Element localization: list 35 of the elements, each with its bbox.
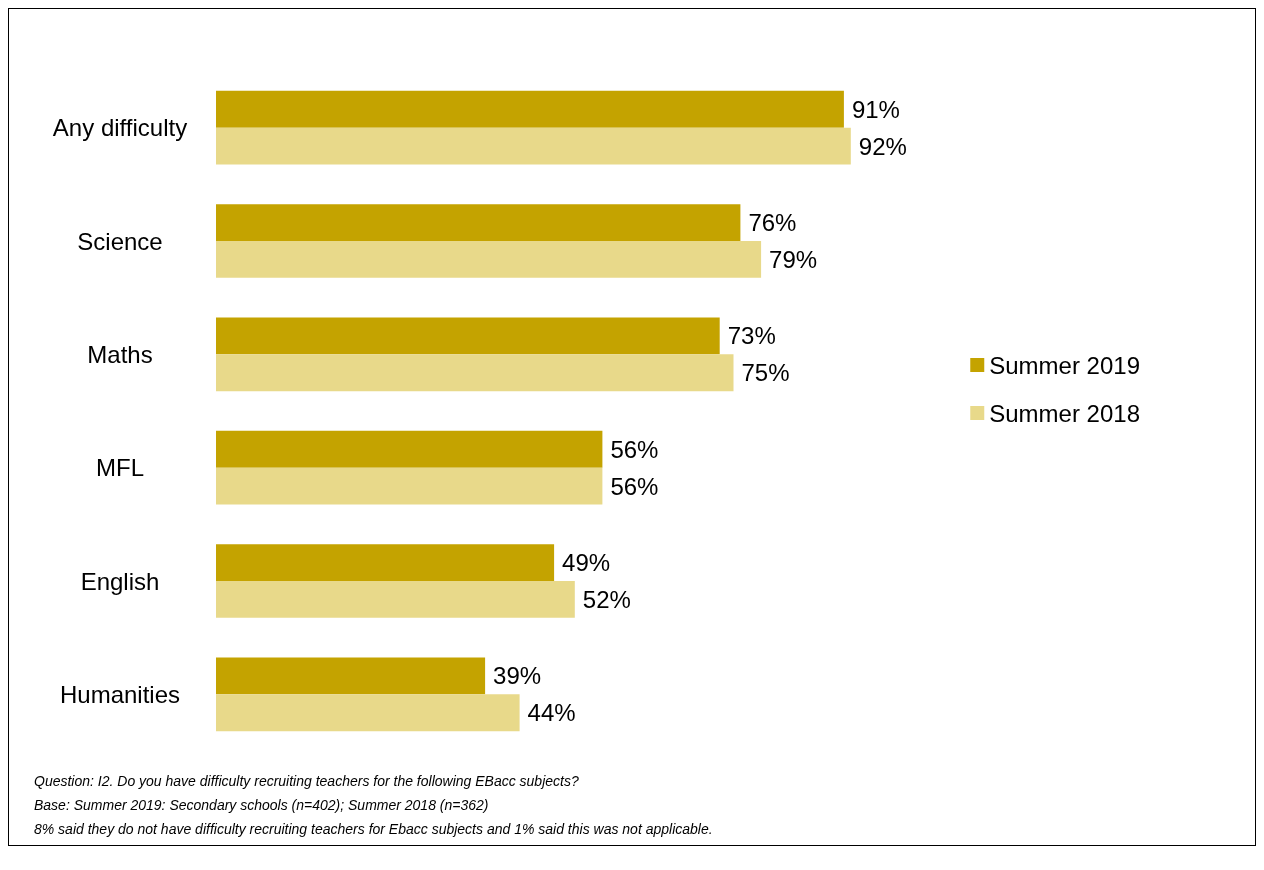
bar: [216, 204, 741, 241]
y-tick-label: Any difficulty: [52, 114, 188, 142]
bar: [216, 544, 555, 581]
bar: [216, 241, 762, 278]
bar: [216, 657, 486, 695]
y-tick-label: Humanities: [59, 680, 181, 708]
bar: [216, 90, 844, 128]
data-label: 44%: [527, 699, 576, 727]
bar: [216, 317, 720, 355]
data-label: 91%: [851, 95, 900, 123]
data-label: 56%: [610, 472, 659, 500]
legend-label: Summer 2019: [989, 351, 1141, 379]
y-tick-label: Science: [77, 227, 163, 255]
bar: [216, 694, 520, 732]
bar: [216, 127, 851, 165]
data-label: 75%: [741, 359, 790, 387]
data-label: 76%: [748, 209, 797, 237]
text: 8% said they do not have difficulty recruiting teachers for Ebacc subjects and 1% said this was not applicable.: [34, 820, 714, 839]
data-label: 39%: [493, 662, 542, 690]
data-label: 49%: [562, 549, 611, 577]
bar: [216, 467, 603, 505]
data-label: 79%: [769, 245, 818, 273]
data-label: 56%: [610, 435, 659, 463]
y-tick-label: MFL: [96, 454, 144, 482]
legend-label: Summer 2018: [989, 399, 1141, 427]
bar: [216, 354, 734, 392]
text: Base: Summer 2019: Secondary schools (n=402); Summer 2018 (n=362): [34, 796, 490, 815]
text: Question: I2. Do you have difficulty recruiting teachers for the following EBacc subjects?: [34, 772, 580, 791]
y-tick-label: Maths: [87, 340, 153, 368]
y-tick-label: English: [80, 567, 160, 595]
data-label: 52%: [582, 585, 631, 613]
data-label: 92%: [858, 132, 907, 160]
bar: [216, 581, 575, 618]
data-label: 73%: [727, 322, 776, 350]
bar: [216, 430, 603, 468]
